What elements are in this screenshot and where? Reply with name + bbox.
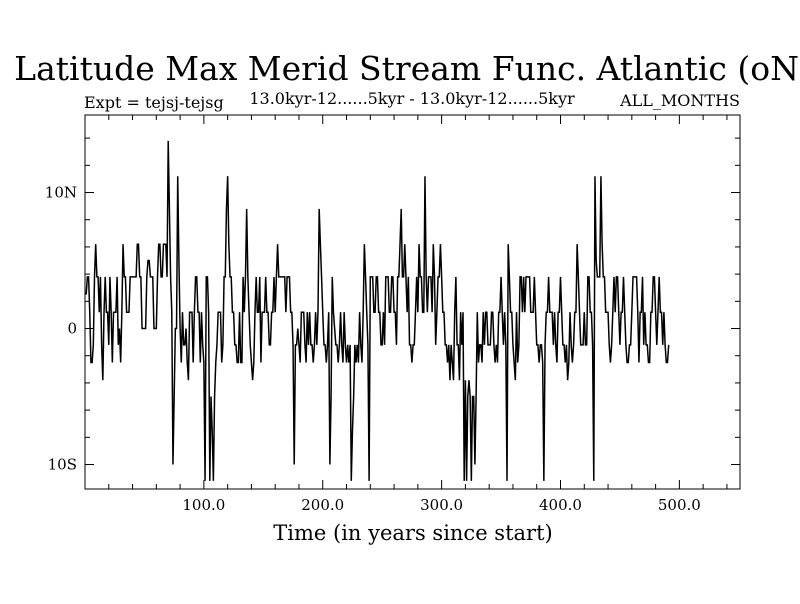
y-tick-label: 10N <box>45 184 77 202</box>
series-line <box>85 140 670 481</box>
period-label: 13.0kyr-12......5kyr - 13.0kyr-12......5… <box>249 89 575 108</box>
months-label: ALL_MONTHS <box>619 91 740 110</box>
y-tick-label: 10S <box>48 456 77 474</box>
experiment-label: Expt = tejsj-tejsg <box>84 93 224 112</box>
x-axis-label: Time (in years since start) <box>273 521 552 545</box>
x-tick-label: 300.0 <box>420 496 463 514</box>
x-tick-label: 100.0 <box>182 496 225 514</box>
chart-title: Latitude Max Merid Stream Func. Atlantic… <box>14 49 800 88</box>
plot-frame <box>84 114 741 490</box>
x-tick-label: 200.0 <box>301 496 344 514</box>
y-tick-label: 0 <box>67 320 77 338</box>
x-tick-label: 500.0 <box>658 496 701 514</box>
x-tick-label: 400.0 <box>539 496 582 514</box>
axis-ticks: 100.0 200.0 300.0 400.0 500.0 10N 0 10S <box>45 115 740 514</box>
series-layer <box>85 140 670 481</box>
